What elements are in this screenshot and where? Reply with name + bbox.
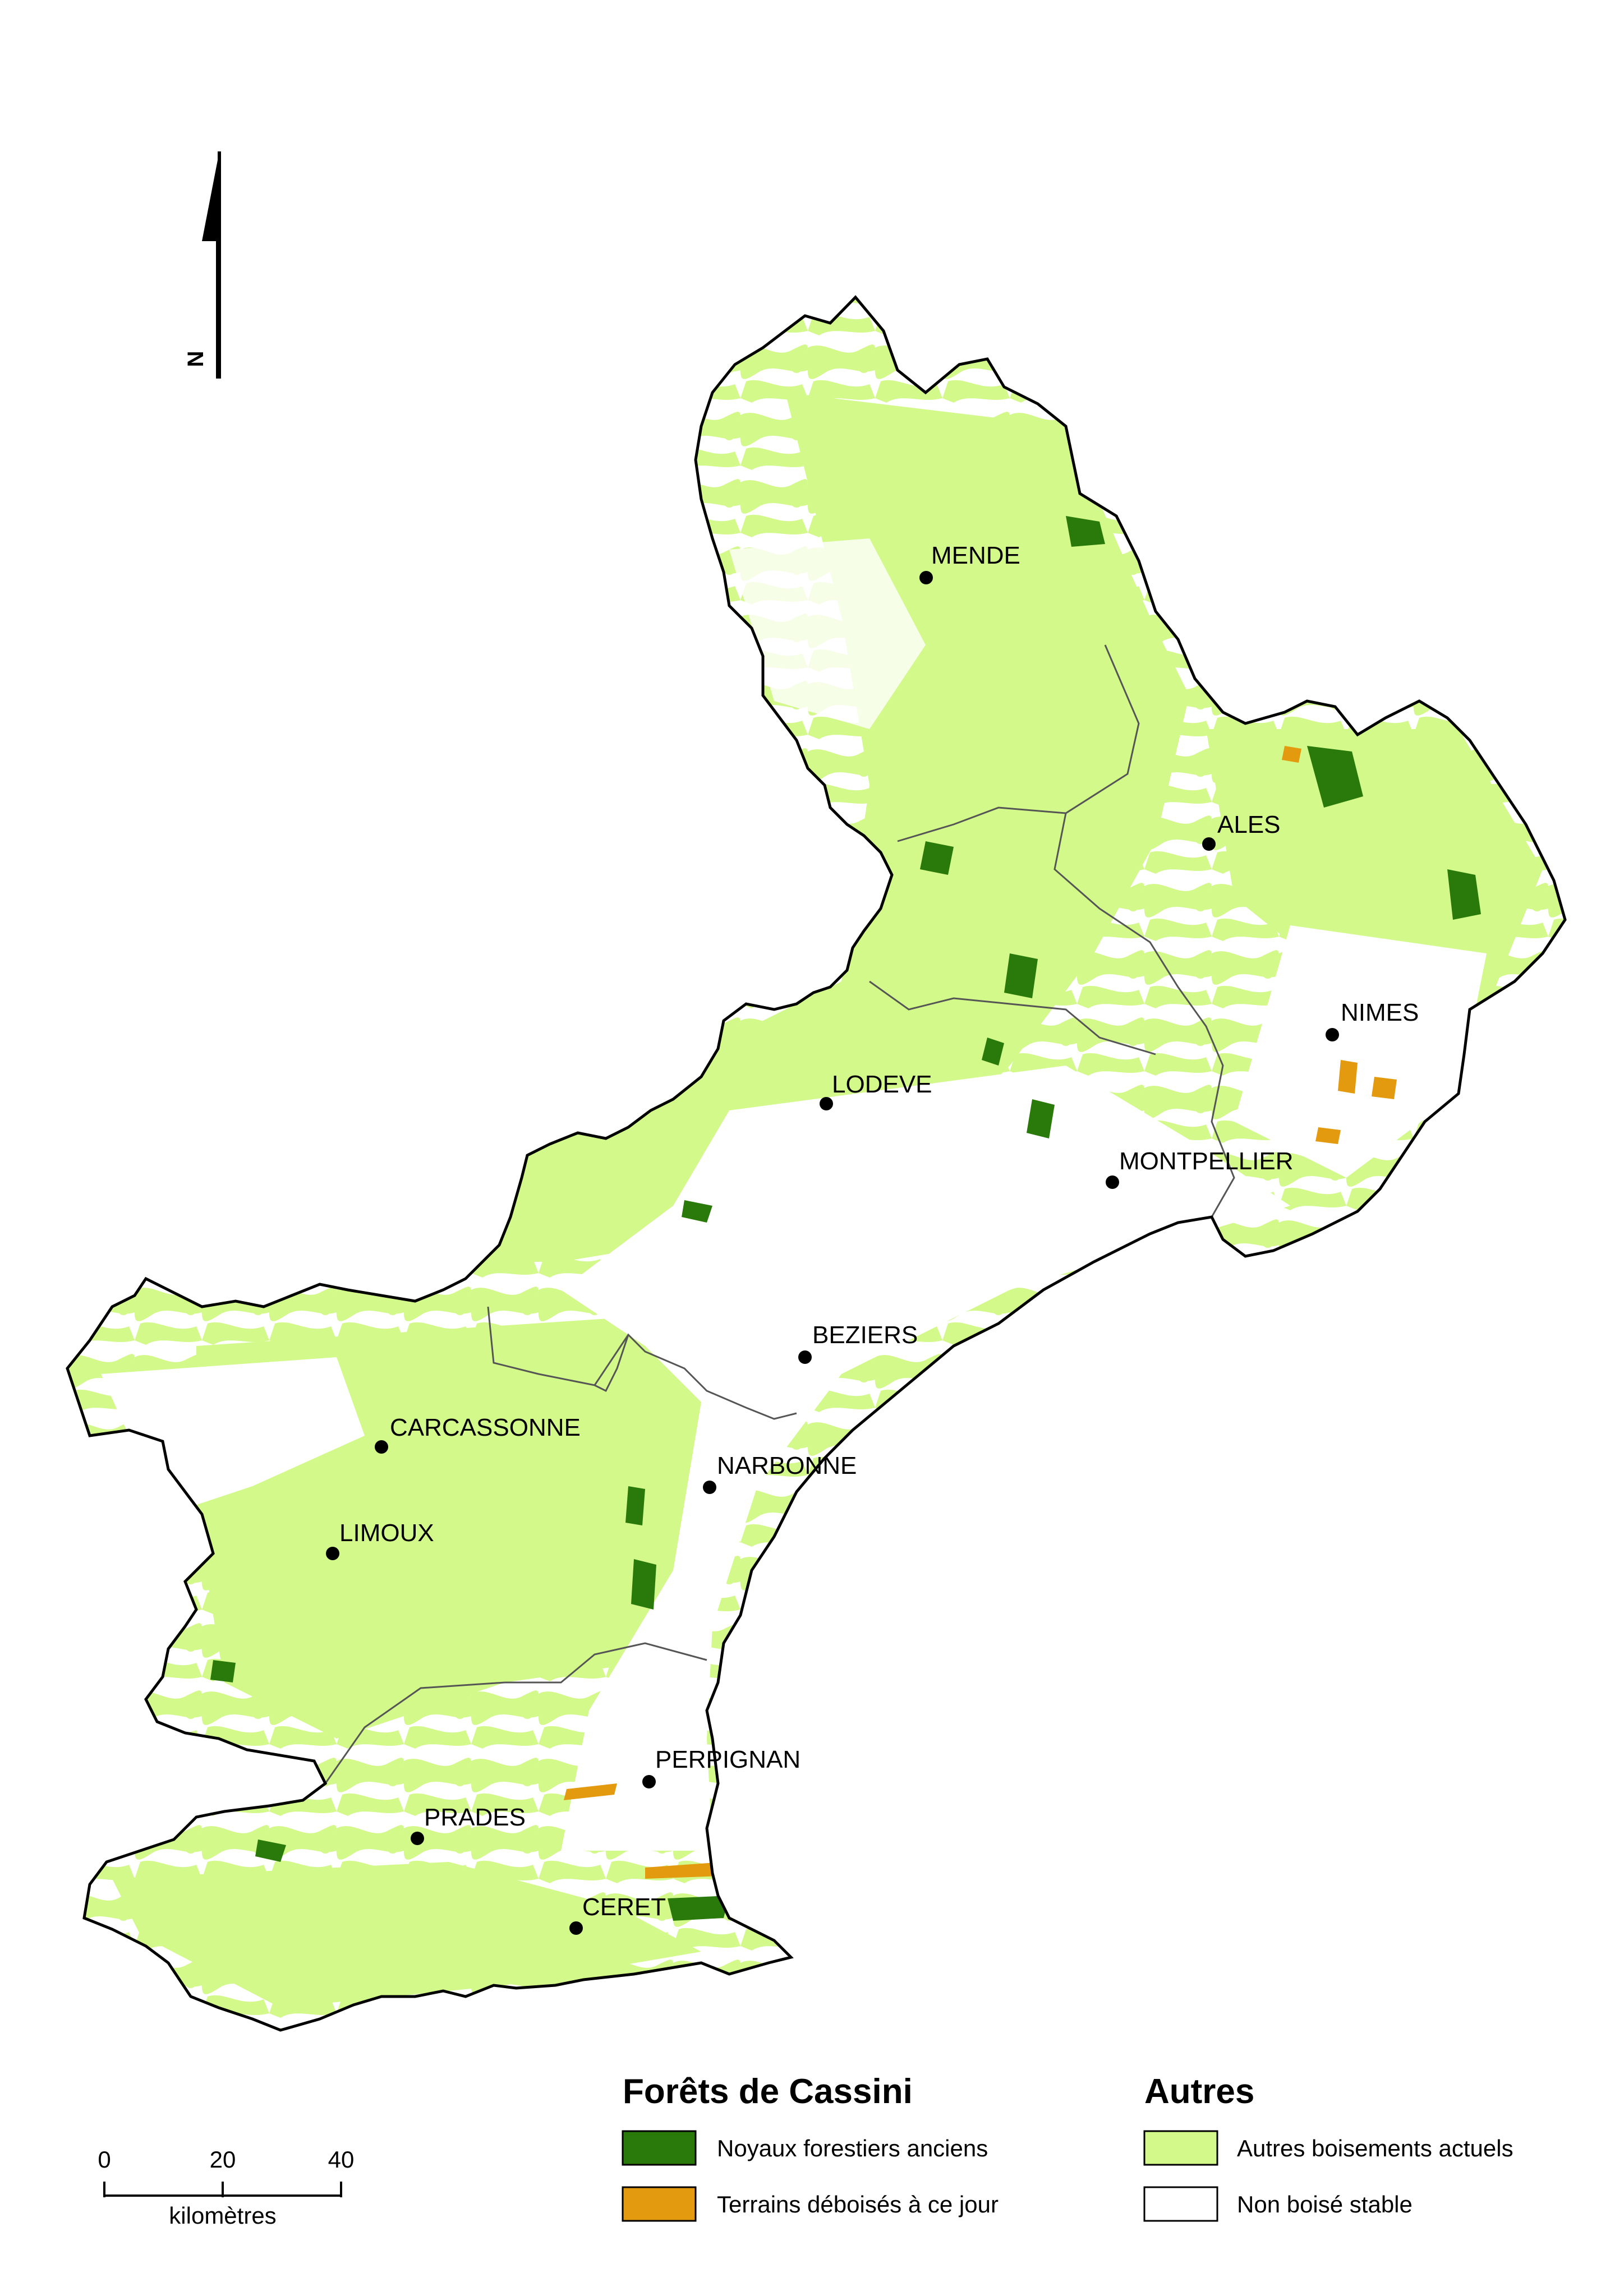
city-label: CERET (582, 1893, 666, 1921)
city-narbonne[interactable]: NARBONNE (703, 1452, 857, 1494)
city-montpellier[interactable]: MONTPELLIER (1106, 1147, 1294, 1189)
city-mende[interactable]: MENDE (919, 542, 1020, 584)
legend-swatch-deforested (622, 2186, 697, 2222)
scale-bar: 0 20 40 kilomètres (98, 2146, 354, 2229)
city-dot (798, 1350, 812, 1364)
city-ceret[interactable]: CERET (569, 1893, 666, 1935)
city-carcassonne[interactable]: CARCASSONNE (375, 1414, 581, 1454)
scale-tick-40: 40 (328, 2146, 355, 2173)
city-dot (919, 571, 933, 584)
city-dot (375, 1440, 388, 1454)
legend-item-deforested: Terrains déboisés à ce jour (717, 2191, 999, 2217)
city-label: LIMOUX (339, 1519, 434, 1547)
city-lodeve[interactable]: LODEVE (820, 1071, 932, 1110)
scale-unit: kilomètres (169, 2202, 276, 2229)
scale-tick-0: 0 (98, 2146, 111, 2173)
department-borders (324, 644, 1235, 1784)
city-limoux[interactable]: LIMOUX (326, 1519, 434, 1560)
north-arrow: N (183, 151, 221, 379)
legend-item-old-forest: Noyaux forestiers anciens (717, 2135, 988, 2161)
legend-item-woodland: Autres boisements actuels (1237, 2135, 1513, 2161)
legend-title-cassini: Forêts de Cassini (623, 2072, 913, 2111)
city-label: NIMES (1341, 999, 1419, 1026)
city-label: PRADES (424, 1804, 526, 1831)
city-label: PERPIGNAN (655, 1746, 801, 1773)
north-label: N (183, 351, 208, 367)
region-outline (66, 295, 1567, 2032)
city-ales[interactable]: ALES (1202, 811, 1281, 851)
legend-swatch-non-wooded (1143, 2186, 1218, 2222)
legend-title-autres: Autres (1144, 2072, 1254, 2111)
city-dot (820, 1097, 833, 1110)
city-label: CARCASSONNE (390, 1414, 581, 1441)
city-label: NARBONNE (717, 1452, 857, 1479)
city-label: MENDE (931, 542, 1020, 569)
city-nimes[interactable]: NIMES (1326, 999, 1419, 1041)
north-arrow-icon (202, 151, 219, 379)
city-label: ALES (1217, 811, 1281, 838)
scale-tick-20: 20 (210, 2146, 236, 2173)
city-beziers[interactable]: BEZIERS (798, 1321, 918, 1364)
city-dot (703, 1481, 716, 1494)
city-dot (1202, 837, 1216, 851)
city-dot (326, 1547, 339, 1560)
city-label: LODEVE (832, 1071, 932, 1098)
city-perpignan[interactable]: PERPIGNAN (642, 1746, 801, 1788)
legend-swatch-woodland (1143, 2130, 1218, 2166)
legend-swatch-old-forest (622, 2130, 697, 2166)
city-dot (411, 1832, 424, 1845)
city-dot (1326, 1028, 1339, 1041)
city-label: BEZIERS (812, 1321, 918, 1349)
city-dot (569, 1921, 583, 1935)
legend: Forêts de Cassini Noyaux forestiers anci… (622, 2072, 1513, 2222)
city-label: MONTPELLIER (1119, 1147, 1294, 1175)
city-dot (1106, 1175, 1119, 1189)
city-prades[interactable]: PRADES (411, 1804, 526, 1845)
cities: MENDE ALES NIMES LODEVE MONTPELLIER BEZI… (326, 542, 1419, 1935)
city-dot (642, 1775, 656, 1788)
legend-item-non-wooded: Non boisé stable (1237, 2191, 1413, 2217)
